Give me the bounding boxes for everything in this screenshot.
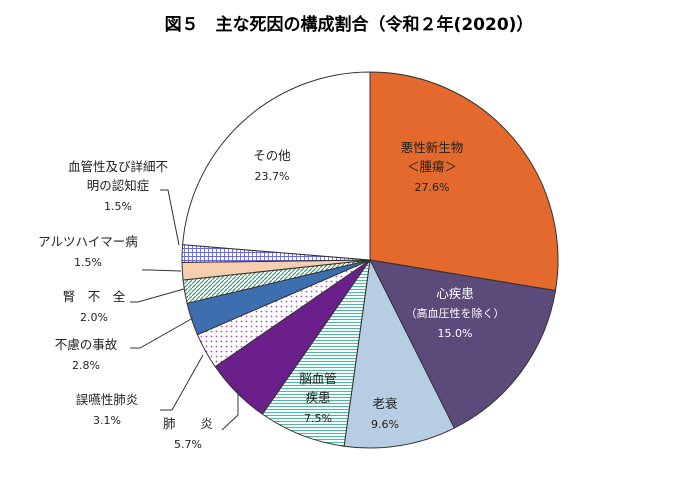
slice-label-10-line-0: その他: [253, 148, 291, 163]
slice-label-3-line-1: 疾患: [305, 390, 330, 405]
slice-value-9: 1.5%: [104, 200, 132, 213]
slice-value-0: 27.6%: [415, 181, 450, 194]
slice-label-0-line-1: ＜腫瘍＞: [407, 159, 457, 174]
slice-label-3-line-0: 脳血管: [299, 371, 337, 386]
pie-slice-10: [182, 71, 371, 261]
slice-label-5-line-0: 誤嚥性肺炎: [76, 392, 139, 407]
leader-line-7: [130, 288, 185, 303]
leader-line-9: [160, 189, 180, 246]
pie-slice-0: [369, 71, 559, 292]
slice-label-6-line-0: 不慮の事故: [55, 337, 118, 352]
leader-line-8: [142, 269, 182, 272]
slice-label-1-line-0: 心疾患: [436, 286, 474, 301]
slice-label-2-line-0: 老衰: [372, 396, 398, 411]
slice-value-7: 2.0%: [80, 311, 108, 324]
pie-slice-1: [369, 259, 557, 429]
slice-label-9-line-0: 血管性及び詳細不: [68, 159, 168, 174]
leader-line-6: [130, 317, 194, 349]
pie-slice-2: [343, 258, 455, 449]
slice-label-9-line-1: 明の認知症: [87, 178, 150, 193]
slice-value-6: 2.8%: [72, 359, 100, 372]
chart-title: 図５ 主な死因の構成割合（令和２年(2020)）: [165, 14, 534, 35]
slice-label-1-line-1: （高血圧性を除く）: [406, 306, 505, 320]
slice-value-8: 1.5%: [74, 256, 102, 269]
slice-label-7-line-0: 腎 不 全: [63, 289, 126, 304]
slice-value-5: 3.1%: [93, 414, 121, 427]
slice-label-4-line-0: 肺 炎: [163, 416, 213, 431]
slice-value-10: 23.7%: [255, 170, 290, 183]
slice-value-2: 9.6%: [371, 418, 399, 431]
slice-label-0-line-0: 悪性新生物: [401, 140, 464, 155]
slice-value-3: 7.5%: [304, 412, 332, 425]
leader-line-5: [160, 354, 204, 411]
slice-label-8-line-0: アルツハイマー病: [38, 234, 138, 249]
slice-value-1: 15.0%: [438, 327, 473, 340]
leader-line-4: [221, 388, 239, 431]
slice-value-4: 5.7%: [174, 438, 202, 451]
